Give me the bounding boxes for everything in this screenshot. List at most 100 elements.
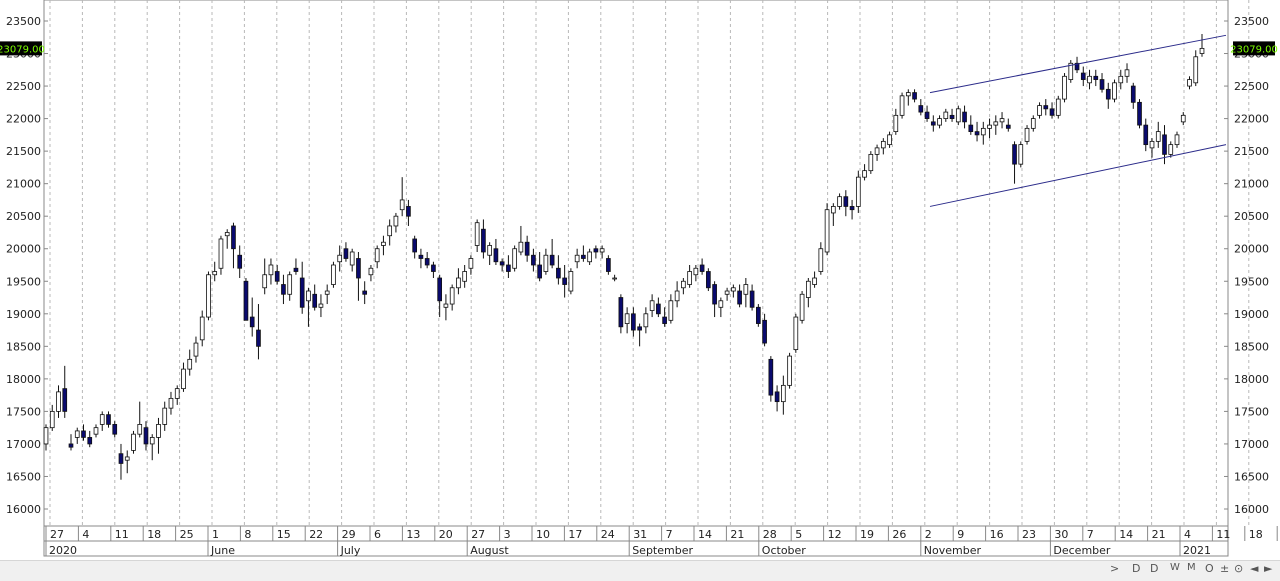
y-tick-label-right: 16500: [1234, 470, 1269, 483]
candle-down: [299, 277, 305, 308]
trend-channel-lower-line: [929, 144, 1227, 207]
candle-up: [1068, 62, 1074, 80]
y-tick-label-right: 17000: [1234, 438, 1269, 451]
y-tick-label-left: 19500: [6, 275, 41, 288]
candle-up: [1174, 134, 1180, 146]
candle-down: [431, 264, 436, 272]
candle-up: [818, 248, 824, 272]
candle-down: [737, 290, 742, 305]
candle-up: [1187, 79, 1192, 87]
chart-navigation-bar: > D D W M O ± ⊙ ◄ ►: [0, 560, 1280, 581]
x-day-tick-label: 24: [601, 528, 615, 541]
x-day-tick-label: 23: [1022, 528, 1036, 541]
candle-down: [312, 293, 318, 308]
candle-up: [462, 271, 467, 282]
x-day-tick-label: 1: [212, 528, 219, 541]
y-tick-label-right: 19500: [1234, 275, 1269, 288]
candle-down: [1005, 124, 1011, 129]
last-price-box: [1233, 41, 1275, 56]
candle-up: [199, 316, 205, 341]
x-day-tick-label: 15: [277, 528, 291, 541]
last-price-text: 23079.00: [0, 44, 45, 55]
candle-up: [374, 248, 380, 263]
zoom-in-icon[interactable]: ⊙: [1234, 562, 1244, 575]
x-day-tick-label: 14: [698, 528, 712, 541]
candle-up: [74, 430, 80, 438]
candle-down: [849, 206, 855, 211]
y-tick-label-right: 18500: [1234, 340, 1269, 353]
y-tick-label-right: 22500: [1234, 80, 1269, 93]
candle-down: [499, 261, 505, 266]
candle-down: [749, 290, 755, 308]
candle-up: [781, 384, 786, 403]
candle-up: [568, 271, 574, 292]
period-monthly-button[interactable]: M: [1187, 562, 1196, 573]
candle-down: [1012, 144, 1017, 165]
y-tick-label-right: 21000: [1234, 178, 1269, 191]
x-month-label: September: [632, 544, 693, 557]
candle-down: [1162, 134, 1167, 155]
candle-down: [1074, 62, 1080, 71]
y-tick-label-right: 17500: [1234, 405, 1269, 418]
candle-down: [912, 92, 917, 100]
candle-up: [793, 316, 799, 350]
candle-up: [174, 388, 180, 399]
candle-up: [693, 267, 699, 276]
candle-up: [181, 368, 186, 390]
y-tick-label-left: 17500: [6, 405, 41, 418]
period-weekly-button[interactable]: W: [1170, 562, 1180, 573]
candle-down: [274, 271, 280, 282]
x-month-label: June: [210, 544, 235, 557]
candle-down: [924, 111, 930, 119]
candle-up: [880, 140, 886, 149]
candle-down: [662, 316, 667, 324]
period-daily-button[interactable]: D: [1132, 562, 1141, 575]
candle-up: [399, 199, 405, 211]
zoom-toggle-icon[interactable]: ±: [1220, 562, 1230, 575]
x-day-tick-label: 21: [1152, 528, 1166, 541]
x-day-tick-label: 8: [244, 528, 251, 541]
x-day-tick-label: 18: [147, 528, 161, 541]
candle-up: [1155, 131, 1161, 142]
candle-down: [762, 319, 767, 344]
y-tick-label-left: 23500: [6, 15, 41, 28]
x-month-label: July: [340, 544, 361, 557]
x-day-tick-label: 7: [1087, 528, 1094, 541]
x-month-label: December: [1053, 544, 1111, 557]
candle-up: [980, 127, 986, 136]
x-day-tick-label: 27: [50, 528, 64, 541]
candle-down: [974, 131, 980, 136]
candle-up: [1118, 75, 1124, 84]
candle-up: [1037, 105, 1042, 116]
candle-up: [905, 92, 911, 97]
scroll-right-icon[interactable]: >: [1110, 562, 1120, 575]
candle-up: [830, 206, 836, 214]
candle-up: [649, 300, 655, 311]
x-day-tick-label: 19: [860, 528, 874, 541]
candle-down: [87, 437, 93, 445]
x-month-label: August: [470, 544, 509, 557]
candle-up: [337, 254, 343, 263]
candle-up: [212, 271, 218, 276]
period-daily-alt-button[interactable]: D: [1150, 562, 1159, 575]
candle-up: [624, 313, 630, 324]
candle-up: [862, 170, 867, 178]
x-day-tick-label: 11: [1216, 528, 1230, 541]
candle-up: [718, 300, 724, 308]
last-price-label-right: 23079.00: [1230, 41, 1278, 56]
candle-down: [62, 388, 68, 412]
x-day-tick-label: 28: [763, 528, 777, 541]
candle-down: [293, 267, 299, 272]
last-price-label-left: 23079.00: [0, 41, 45, 56]
scroll-right-end-icon[interactable]: ►: [1264, 562, 1273, 575]
y-tick-label-left: 20000: [6, 243, 41, 256]
candle-up: [543, 254, 549, 272]
candle-up: [137, 424, 143, 435]
candle-up: [1062, 75, 1067, 100]
y-tick-label-left: 18500: [6, 340, 41, 353]
candle-down: [962, 111, 967, 123]
scroll-left-icon[interactable]: ◄: [1250, 562, 1259, 575]
candle-up: [1180, 114, 1186, 123]
candle-down: [756, 306, 761, 324]
zoom-out-icon[interactable]: O: [1205, 562, 1214, 575]
